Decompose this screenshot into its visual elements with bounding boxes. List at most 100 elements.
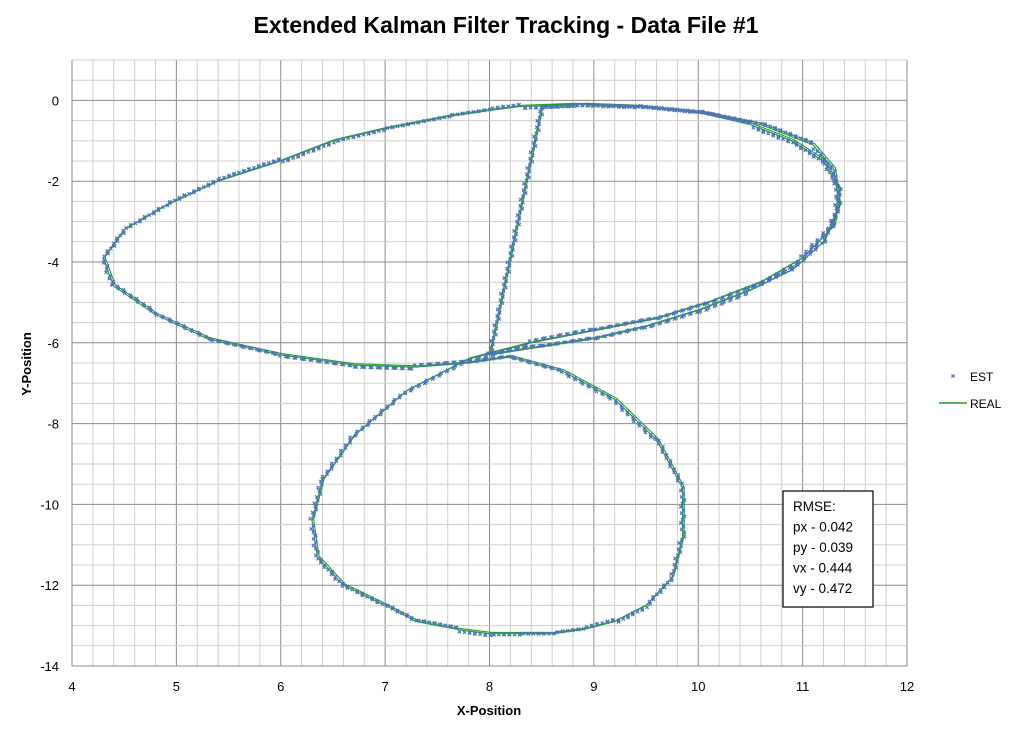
est-marker (525, 165, 530, 171)
est-marker (832, 168, 837, 173)
est-marker (558, 104, 563, 109)
est-marker (525, 631, 530, 636)
est-marker (169, 319, 174, 324)
rmse-value: px - 0.042 (793, 520, 853, 535)
est-marker (400, 123, 405, 128)
est-marker (685, 108, 690, 113)
est-marker (658, 314, 663, 319)
est-marker (671, 568, 676, 573)
est-marker (679, 511, 684, 516)
x-tick-label: 5 (173, 679, 180, 694)
est-marker (531, 140, 536, 145)
est-marker (621, 616, 626, 621)
est-marker (356, 133, 361, 139)
est-marker (488, 345, 493, 350)
est-marker (807, 149, 812, 154)
est-marker (177, 197, 182, 202)
est-marker (445, 360, 450, 365)
est-marker (514, 219, 520, 224)
est-marker (643, 104, 648, 109)
est-marker (662, 585, 667, 590)
est-marker (630, 104, 635, 109)
est-marker (483, 632, 488, 637)
est-marker (627, 105, 632, 110)
est-marker (673, 556, 678, 561)
est-marker (313, 553, 318, 558)
est-marker (369, 596, 375, 601)
est-marker (452, 360, 457, 365)
est-marker (830, 219, 835, 224)
est-marker (147, 213, 152, 218)
est-marker (558, 332, 563, 337)
est-marker (346, 136, 351, 141)
est-marker (778, 127, 783, 132)
est-marker (640, 318, 645, 323)
est-marker (411, 121, 416, 126)
est-marker (608, 103, 613, 108)
est-marker (550, 334, 555, 339)
est-marker (115, 238, 120, 243)
est-marker (517, 216, 522, 221)
est-marker (586, 336, 592, 341)
y-axis-title: Y-Position (19, 332, 34, 396)
est-marker (335, 138, 340, 144)
est-marker (355, 588, 360, 593)
est-marker (816, 156, 821, 161)
est-marker (424, 378, 429, 383)
est-marker (668, 464, 673, 469)
est-marker (576, 627, 581, 632)
est-marker (785, 138, 791, 143)
est-marker (102, 257, 107, 262)
x-axis-title: X-Position (457, 703, 521, 718)
est-marker (772, 125, 777, 130)
est-marker (322, 562, 327, 567)
est-marker (521, 188, 526, 193)
est-marker (523, 191, 528, 196)
est-marker (295, 154, 300, 159)
est-marker (331, 140, 336, 145)
est-marker (508, 250, 513, 255)
est-marker (431, 375, 436, 380)
est-marker (183, 326, 188, 331)
est-marker (700, 109, 705, 114)
est-marker (674, 309, 679, 314)
est-marker (491, 342, 496, 347)
est-marker (511, 103, 516, 108)
est-marker (341, 137, 346, 142)
est-marker (504, 272, 509, 277)
legend-label-real: REAL (970, 397, 1002, 411)
est-marker (428, 361, 433, 367)
est-marker (678, 504, 683, 509)
est-marker (541, 631, 546, 636)
est-marker (831, 222, 836, 227)
legend: EST REAL (939, 370, 1002, 411)
est-marker (680, 501, 685, 506)
est-marker (121, 228, 126, 233)
est-marker (246, 167, 251, 172)
est-marker (375, 599, 380, 604)
rmse-box-border (782, 490, 874, 608)
est-marker (536, 631, 541, 636)
est-marker (620, 408, 625, 413)
est-marker (161, 205, 166, 210)
est-marker (669, 106, 674, 111)
est-marker (226, 341, 231, 346)
est-marker (510, 254, 515, 259)
est-marker (730, 116, 735, 121)
est-marker (651, 322, 656, 327)
est-marker (681, 307, 686, 313)
est-marker (311, 148, 316, 153)
est-marker (832, 202, 838, 207)
est-marker (522, 106, 527, 111)
est-marker (614, 401, 619, 406)
est-marker (649, 105, 654, 110)
est-marker (112, 243, 117, 249)
est-marker (379, 408, 384, 413)
est-marker (555, 630, 560, 635)
est-marker (515, 213, 520, 218)
est-marker (834, 206, 839, 211)
est-marker (834, 196, 839, 201)
est-marker (820, 158, 825, 163)
est-marker (448, 623, 453, 628)
est-marker (149, 308, 154, 313)
